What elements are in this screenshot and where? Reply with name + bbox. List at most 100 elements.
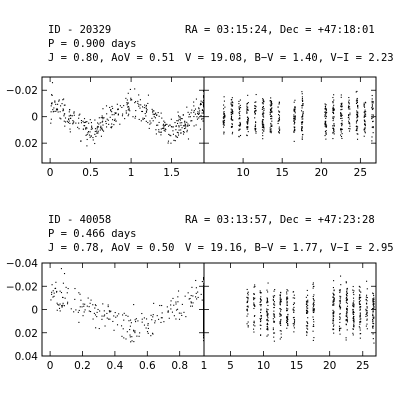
data-point [52,109,54,111]
data-point [89,311,92,313]
data-point [262,111,264,113]
data-point [231,104,233,106]
data-point [260,296,262,298]
data-point [363,114,366,116]
data-point [117,108,119,110]
data-point [230,118,232,120]
data-point [186,129,188,131]
data-point [143,324,146,326]
data-point [294,99,296,101]
data-point [306,309,308,311]
data-point [151,332,154,334]
data-point [145,327,147,329]
data-point [301,116,303,118]
data-point [267,304,269,307]
data-point [230,111,232,113]
data-point [176,136,179,138]
data-point [286,317,288,320]
data-point [246,301,248,303]
data-point [301,118,303,120]
data-point [279,322,281,324]
data-point [280,301,282,303]
data-point [359,290,361,292]
data-point [55,110,57,112]
data-point [262,103,264,105]
data-point [260,299,262,301]
data-point [270,101,272,103]
data-point [346,316,348,318]
data-point [109,311,111,313]
data-point [146,318,148,320]
data-point [364,127,366,129]
data-point [144,104,146,106]
data-point [307,322,309,325]
data-point [292,323,294,325]
data-point [332,311,334,314]
data-point [345,320,347,322]
data-point [325,111,327,113]
data-point [239,128,241,130]
star-1-ra-dec: RA = 03:15:24, Dec = +47:18:01 [185,24,375,36]
data-point [125,110,127,112]
data-point [280,330,282,332]
data-point [59,290,61,292]
data-point [223,113,225,115]
data-point [223,113,225,115]
data-point [103,315,105,317]
data-point [280,336,282,338]
data-point [154,117,157,119]
data-point [128,107,130,109]
data-point [150,122,152,124]
data-point [339,295,341,297]
data-point [333,303,335,305]
data-point [223,104,225,106]
x-tick-label: 10 [257,360,270,372]
data-point [166,123,168,125]
data-point [339,307,342,309]
data-point [293,109,295,111]
data-point [349,112,351,114]
data-point [114,118,116,120]
data-point [356,114,358,116]
data-point [56,309,58,311]
data-point [301,127,303,129]
data-point [85,134,87,136]
data-point [86,305,88,307]
data-point [168,317,170,319]
data-point [51,94,53,96]
data-point [325,122,327,124]
data-point [152,113,154,115]
data-point [247,325,249,327]
data-point [313,308,315,310]
data-point [133,330,135,332]
data-point [184,121,186,123]
data-point [371,98,373,100]
data-point [293,322,296,324]
data-point [263,112,265,114]
data-point [162,127,164,129]
data-point [286,317,288,319]
data-point [266,314,268,316]
data-point [129,329,131,331]
data-point [255,130,257,133]
data-point [269,127,271,129]
data-point [293,319,296,321]
data-point [266,289,268,291]
data-point [195,98,197,100]
data-point [145,106,147,108]
data-point [301,107,303,109]
data-point [254,325,256,327]
data-point [271,125,273,127]
data-point [84,309,86,311]
data-point [359,327,361,329]
data-point [333,297,335,300]
data-point [88,306,90,308]
data-point [59,117,61,119]
data-point [201,112,203,114]
data-point [260,292,262,294]
data-point [132,116,134,118]
data-point [348,120,350,122]
data-point [366,294,368,296]
